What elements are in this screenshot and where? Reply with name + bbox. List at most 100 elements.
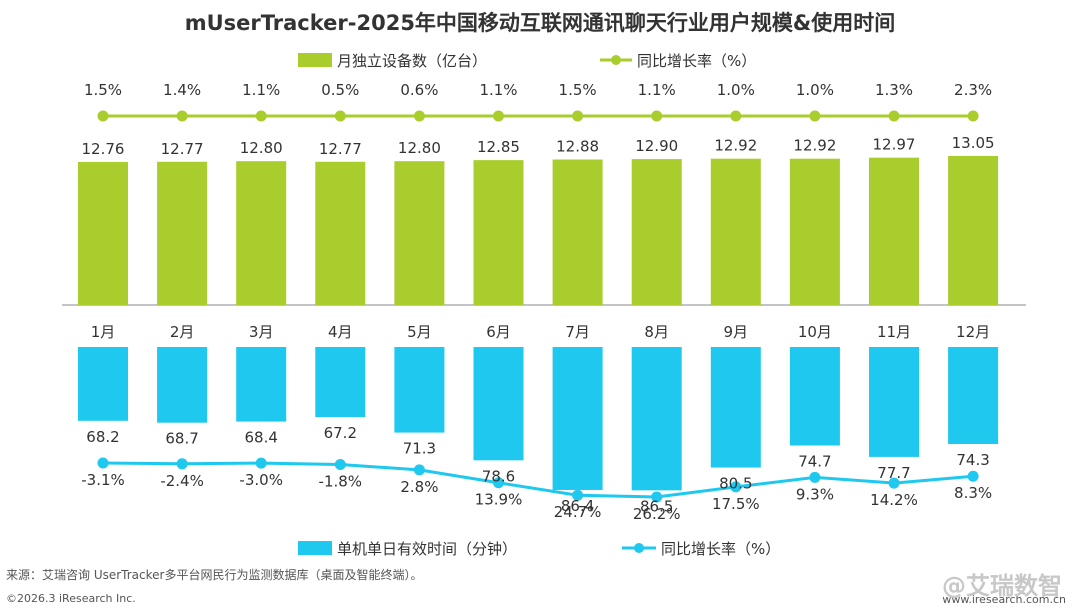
month-label: 7月 — [565, 323, 590, 341]
device-yoy-label: 2.3% — [954, 81, 992, 99]
device-yoy-label: 1.1% — [242, 81, 280, 99]
time-bar — [157, 347, 208, 423]
device-yoy-label: 1.1% — [479, 81, 517, 99]
month-label: 4月 — [328, 323, 353, 341]
device-yoy-point — [413, 110, 425, 122]
legend-label-devices: 月独立设备数（亿台） — [337, 52, 487, 70]
device-yoy-label: 1.0% — [717, 81, 755, 99]
month-label: 5月 — [407, 323, 432, 341]
device-yoy-label: 1.4% — [163, 81, 201, 99]
legend-swatch-devices — [298, 53, 332, 67]
time-yoy-point — [493, 477, 504, 489]
time-bar — [710, 347, 761, 468]
time-yoy-label: 26.2% — [633, 505, 681, 523]
time-bar — [789, 347, 840, 446]
legend-label-yoy-top: 同比增长率（%） — [637, 52, 756, 70]
device-bar — [394, 161, 445, 305]
device-bar-label: 12.77 — [319, 140, 362, 158]
device-bar — [157, 161, 208, 305]
device-bar — [710, 158, 761, 305]
time-bar-label: 86.4 — [561, 497, 594, 515]
device-bar-label: 12.85 — [477, 138, 520, 156]
time-yoy-point — [730, 481, 742, 493]
time-yoy-label: 9.3% — [796, 485, 834, 503]
time-bar-label: 68.4 — [244, 429, 277, 447]
device-bar-label: 12.92 — [793, 137, 836, 155]
device-bar — [78, 162, 128, 305]
time-bar-label: 68.2 — [86, 428, 119, 446]
legend-swatch-time — [298, 541, 332, 555]
device-bar-label: 12.80 — [240, 139, 283, 157]
copyright: ©2026.3 iResearch Inc. — [6, 592, 136, 605]
time-bar — [236, 347, 287, 422]
device-bar-label: 12.88 — [556, 138, 599, 156]
device-yoy-point — [651, 110, 663, 122]
time-bar — [394, 347, 445, 433]
time-yoy-point — [651, 491, 663, 503]
time-bar — [473, 347, 524, 461]
month-label: 6月 — [486, 323, 511, 341]
time-bar — [869, 347, 919, 457]
time-bar — [552, 347, 603, 490]
device-bar-label: 12.77 — [161, 140, 204, 158]
time-yoy-point — [888, 477, 900, 489]
device-bar-label: 12.92 — [714, 137, 757, 155]
time-yoy-label: -3.1% — [81, 471, 125, 489]
time-yoy-label: -3.0% — [239, 471, 283, 489]
source-note: 来源：艾瑞咨询 UserTracker多平台网民行为监测数据库（桌面及智能终端）… — [6, 568, 423, 582]
month-label: 3月 — [249, 323, 274, 341]
time-bar — [78, 347, 128, 421]
month-label: 2月 — [170, 323, 195, 341]
time-yoy-point — [967, 470, 979, 482]
time-bar-label: 67.2 — [324, 424, 357, 442]
time-yoy-point — [255, 457, 267, 469]
device-yoy-point — [176, 110, 188, 122]
legend-marker-yoy-top — [611, 55, 621, 65]
time-bar-label: 77.7 — [877, 464, 910, 482]
legend-label-time: 单机单日有效时间（分钟） — [337, 540, 517, 558]
device-yoy-point — [730, 110, 742, 122]
device-yoy-point — [97, 110, 109, 122]
time-yoy-label: 8.3% — [954, 484, 992, 502]
month-label: 10月 — [798, 323, 832, 341]
device-yoy-point — [255, 110, 267, 122]
time-yoy-label: -2.4% — [160, 472, 204, 490]
device-yoy-point — [967, 110, 979, 122]
time-bar-label: 74.3 — [956, 451, 989, 469]
time-yoy-label: -1.8% — [319, 473, 363, 491]
time-yoy-point — [809, 471, 821, 483]
month-label: 9月 — [724, 323, 749, 341]
device-yoy-label: 1.3% — [875, 81, 913, 99]
device-bar-label: 12.76 — [82, 140, 125, 158]
month-label: 1月 — [91, 323, 116, 341]
month-label: 8月 — [644, 323, 669, 341]
device-yoy-label: 0.5% — [321, 81, 359, 99]
time-bar-label: 74.7 — [798, 453, 831, 471]
month-label: 12月 — [956, 323, 990, 341]
time-yoy-line — [102, 461, 974, 499]
device-bar-label: 13.05 — [952, 134, 995, 152]
time-yoy-point — [334, 459, 346, 471]
device-bar — [315, 161, 366, 305]
legend-marker-yoy-bottom — [634, 543, 644, 553]
device-yoy-point — [334, 110, 346, 122]
legend-label-yoy-bottom: 同比增长率（%） — [661, 540, 780, 558]
device-bar — [789, 158, 840, 305]
chart-title: mUserTracker-2025年中国移动互联网通讯聊天行业用户规模&使用时间 — [185, 11, 896, 35]
device-yoy-label: 1.0% — [796, 81, 834, 99]
time-bar-label: 78.6 — [482, 467, 515, 485]
month-label: 11月 — [877, 323, 911, 341]
device-yoy-label: 0.6% — [400, 81, 438, 99]
time-yoy-label: 2.8% — [400, 478, 438, 496]
time-yoy-point — [176, 458, 188, 470]
device-yoy-label: 1.1% — [638, 81, 676, 99]
time-bar-label: 80.5 — [719, 475, 752, 493]
device-bar — [236, 161, 287, 305]
device-yoy-point — [493, 110, 504, 122]
device-yoy-point — [809, 110, 821, 122]
device-bar — [948, 155, 999, 305]
device-bar — [473, 160, 524, 305]
time-yoy-label: 14.2% — [870, 491, 918, 509]
device-bar-label: 12.97 — [873, 136, 916, 154]
